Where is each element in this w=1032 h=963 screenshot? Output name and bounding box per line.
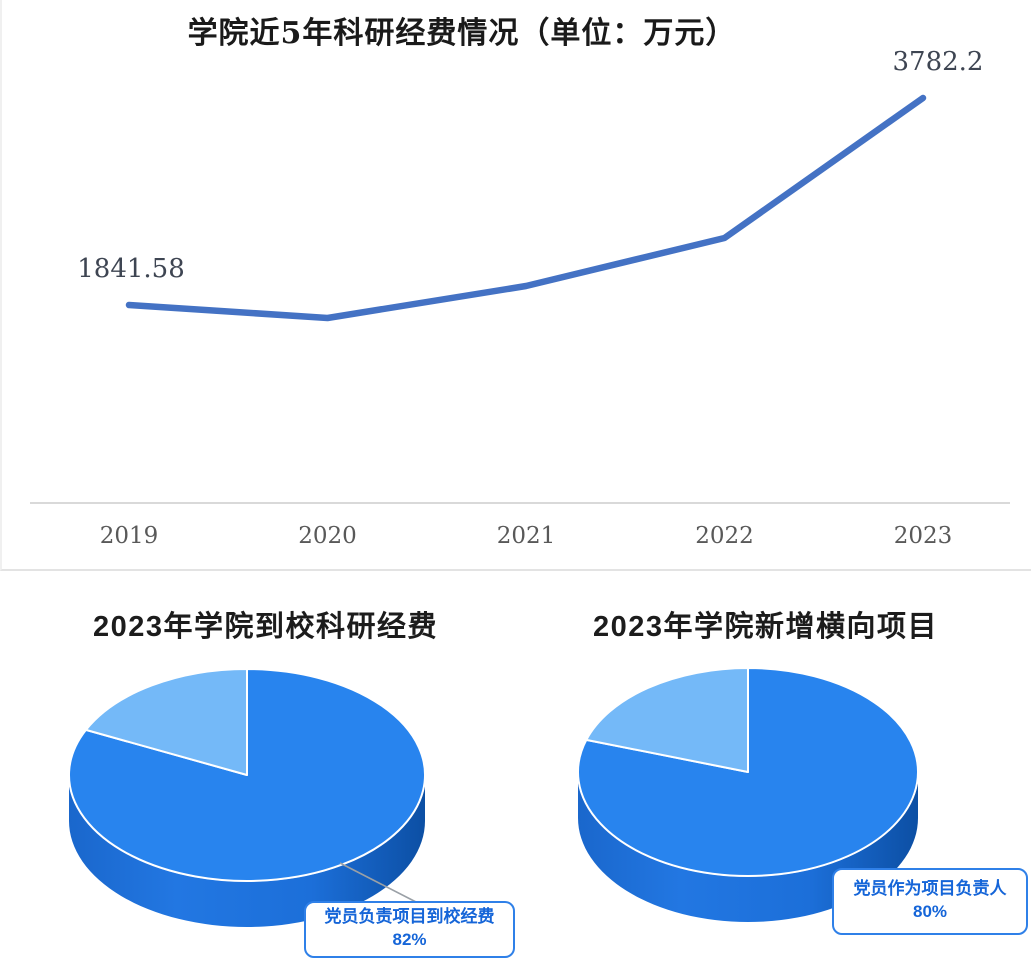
- pie-3d-side: [69, 775, 425, 927]
- callout-leader-line: [339, 862, 419, 904]
- pie-charts-panel: 2023年学院到校科研经费 2023年学院新增横向项目 党员负责项目到校经费 8…: [0, 572, 1032, 963]
- right-pie-callout-label: 党员作为项目负责人: [853, 879, 1007, 898]
- x-tick-label: 2023: [894, 523, 953, 549]
- x-tick-label: 2022: [695, 523, 754, 549]
- x-tick-label: 2020: [298, 523, 357, 549]
- pie-slice-secondary: [84, 668, 248, 776]
- x-tick-label: 2021: [497, 523, 556, 549]
- left-pie: [68, 668, 426, 927]
- right-pie-title: 2023年学院新增横向项目: [593, 611, 939, 643]
- left-pie-callout: 党员负责项目到校经费 82%: [304, 901, 515, 958]
- line-chart: 2019 2020 2021 2022 2023 1841.58 3782.2: [30, 47, 1010, 549]
- right-pie: [577, 667, 919, 922]
- pie-slice-main: [577, 667, 919, 877]
- pie-slice-secondary: [585, 667, 749, 773]
- data-label: 3782.2: [893, 47, 984, 77]
- right-pie-callout: 党员作为项目负责人 80%: [832, 868, 1028, 935]
- right-pie-callout-value: 80%: [912, 901, 948, 921]
- x-tick-label: 2019: [100, 523, 159, 549]
- left-pie-title: 2023年学院到校科研经费: [93, 611, 439, 643]
- data-label: 1841.58: [77, 254, 185, 284]
- left-pie-callout-value: 82%: [392, 929, 427, 949]
- line-chart-title: 学院近5年科研经费情况（单位：万元）: [187, 16, 737, 51]
- left-pie-callout-label: 党员负责项目到校经费: [324, 907, 495, 926]
- pie-charts: [68, 667, 919, 927]
- line-chart-panel: 学院近5年科研经费情况（单位：万元） 2019 2020 2021 2022 2023 1…: [0, 0, 1031, 571]
- funding-line-series: [125, 94, 927, 322]
